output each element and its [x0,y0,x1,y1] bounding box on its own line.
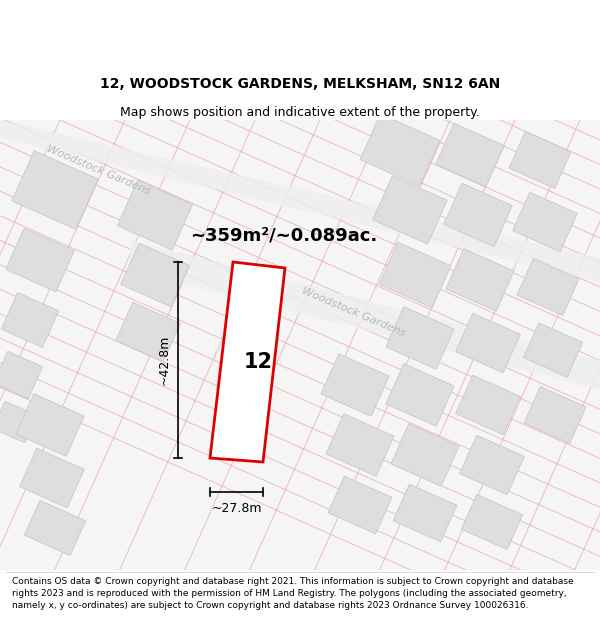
Polygon shape [0,120,600,282]
Polygon shape [379,242,451,308]
Text: 12, WOODSTOCK GARDENS, MELKSHAM, SN12 6AN: 12, WOODSTOCK GARDENS, MELKSHAM, SN12 6A… [100,77,500,91]
Polygon shape [386,364,454,426]
Polygon shape [446,249,514,311]
Polygon shape [509,131,571,189]
Polygon shape [116,302,180,362]
Polygon shape [456,375,520,435]
Polygon shape [513,192,577,252]
Polygon shape [523,323,583,377]
Text: ~42.8m: ~42.8m [157,335,170,385]
Text: ~27.8m: ~27.8m [211,501,262,514]
Polygon shape [326,414,394,476]
Text: ~359m²/~0.089ac.: ~359m²/~0.089ac. [190,226,377,244]
Polygon shape [386,307,454,369]
Polygon shape [20,448,84,508]
Polygon shape [456,313,520,372]
Polygon shape [16,394,84,456]
Polygon shape [436,123,504,187]
Text: Woodstock Gardens: Woodstock Gardens [45,144,152,196]
Polygon shape [121,243,189,307]
Polygon shape [360,114,440,186]
Text: 12: 12 [243,352,272,372]
Polygon shape [6,228,74,292]
Polygon shape [393,484,457,542]
Polygon shape [12,151,98,229]
Polygon shape [524,386,586,444]
Polygon shape [0,401,37,443]
Polygon shape [391,424,459,486]
Polygon shape [118,180,193,250]
Polygon shape [0,351,43,399]
Polygon shape [460,435,524,495]
Polygon shape [373,176,447,244]
Polygon shape [444,183,512,247]
Polygon shape [210,262,285,462]
Polygon shape [461,494,523,549]
Polygon shape [1,292,59,348]
Polygon shape [321,354,389,416]
Text: Woodstock Gardens: Woodstock Gardens [300,286,407,338]
Polygon shape [517,259,579,316]
Polygon shape [130,240,600,390]
Text: Map shows position and indicative extent of the property.: Map shows position and indicative extent… [120,106,480,119]
Polygon shape [328,476,392,534]
Polygon shape [25,501,86,556]
Text: Contains OS data © Crown copyright and database right 2021. This information is : Contains OS data © Crown copyright and d… [12,577,574,610]
